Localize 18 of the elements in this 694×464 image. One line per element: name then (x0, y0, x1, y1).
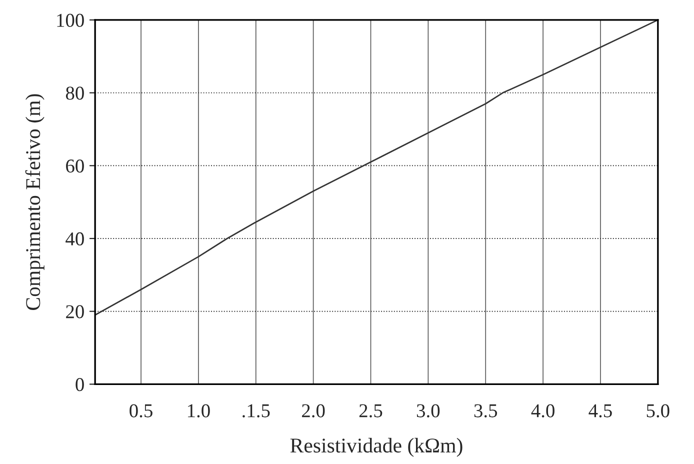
x-tick-label: 3.5 (474, 404, 498, 418)
y-tick-label: 40 (66, 232, 84, 246)
x-tick-label: .1.5 (242, 404, 270, 418)
x-axis-title: Resistividade (kΩm) (290, 438, 462, 457)
y-tick-label: 60 (66, 159, 84, 173)
x-tick-label: 4.5 (588, 404, 612, 418)
x-tick-label: 3.0 (416, 404, 440, 418)
y-tick-label: 100 (57, 14, 84, 27)
y-tick-label: 80 (66, 86, 84, 100)
x-tick-label: 2.0 (302, 404, 325, 418)
x-tick-label: 2.5 (359, 404, 382, 418)
x-tick-label: 5.0 (646, 404, 670, 418)
y-tick-label: 20 (66, 305, 84, 318)
x-tick-label: 1.0 (188, 404, 210, 418)
x-tick-label: 4.0 (531, 404, 554, 418)
x-tick-label: 0.5 (130, 404, 152, 418)
y-axis-title: Comprimento Efetivo (m) (25, 94, 44, 310)
y-tick-label: 0 (76, 378, 84, 392)
